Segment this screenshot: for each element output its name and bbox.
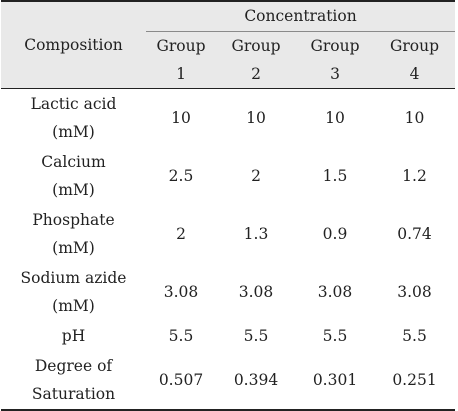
row-label-line1: Phosphate xyxy=(32,211,115,229)
table-row-degree-of-saturation: Degree of Saturation 0.507 0.394 0.301 0… xyxy=(1,351,456,411)
table-cell: 0.9 xyxy=(322,224,348,243)
group-header-3-line2: 3 xyxy=(330,65,340,83)
table-cell: 10 xyxy=(325,108,345,127)
group-header-1-line2: 1 xyxy=(176,65,186,83)
table-cell: 10 xyxy=(171,108,191,127)
table-cell: 3.08 xyxy=(238,282,274,301)
row-label-line1: Calcium xyxy=(41,153,106,171)
group-header-4-line2: 4 xyxy=(409,65,420,83)
table-cell: 5.5 xyxy=(402,326,427,345)
row-label-line2: (mM) xyxy=(52,239,95,257)
group-header-1: Group 1 xyxy=(146,31,216,89)
table-cell: 0.74 xyxy=(397,224,432,243)
table-cell: 3.08 xyxy=(397,282,432,301)
row-label-phosphate: Phosphate (mM) xyxy=(1,205,146,263)
table-cell: 0.507 xyxy=(146,351,216,411)
table-cell: 2 xyxy=(176,224,186,243)
row-label-line2: (mM) xyxy=(52,123,95,141)
table-cell: 3.08 xyxy=(317,282,353,301)
table-cell: 0.394 xyxy=(216,351,296,411)
group-header-3-line1: Group xyxy=(310,37,360,55)
table-row-calcium: Calcium (mM) 2.5 2 1.5 1.2 xyxy=(1,147,455,205)
table-row-phosphate: Phosphate (mM) 2 1.3 0.9 0.74 xyxy=(1,205,455,263)
table-cell: 3.08 xyxy=(163,282,199,301)
row-label-line2: (mM) xyxy=(52,181,95,199)
row-label-sodium-azide: Sodium azide (mM) xyxy=(1,263,146,321)
group-header-4-line1: Group xyxy=(389,37,440,55)
table-cell: 10 xyxy=(246,108,266,127)
table-cell: 0.301 xyxy=(296,351,374,411)
table-cell: 5.5 xyxy=(243,326,269,345)
table-cell: 2.5 xyxy=(168,166,194,185)
composition-header: Composition xyxy=(1,0,146,89)
table-row-sodium-azide: Sodium azide (mM) 3.08 3.08 3.08 3.08 xyxy=(1,263,455,321)
row-label-line1: Degree of xyxy=(34,357,113,375)
group-header-2-line1: Group xyxy=(231,37,281,55)
group-header-2: Group 2 xyxy=(216,31,296,89)
row-label-lactic-acid: Lactic acid (mM) xyxy=(1,89,146,148)
row-label-ph: pH xyxy=(61,326,86,345)
table-cell: 10 xyxy=(404,108,425,127)
concentration-header: Concentration xyxy=(146,0,456,32)
group-header-3: Group 3 xyxy=(296,31,374,89)
group-header-1-line1: Group xyxy=(156,37,206,55)
row-label-line1: Sodium azide xyxy=(20,269,127,287)
row-label-calcium: Calcium (mM) xyxy=(1,147,146,205)
table-row-ph: pH 5.5 5.5 5.5 5.5 xyxy=(1,321,455,351)
table-cell: 1.2 xyxy=(402,166,427,185)
header-row-top: Composition Concentration xyxy=(1,0,456,89)
table-cell: 0.251 xyxy=(374,351,456,411)
table-body: Lactic acid (mM) 10 10 10 10 Calcium (mM… xyxy=(1,89,456,411)
table-cell: 1.3 xyxy=(243,224,269,243)
group-header-4: Group 4 xyxy=(374,31,456,89)
row-label-line2: Saturation xyxy=(31,385,116,403)
header-row-groups: Group 1 Group 2 Group 3 Group 4 xyxy=(1,31,456,89)
table-cell: 5.5 xyxy=(322,326,348,345)
table-cell: 2 xyxy=(251,166,261,185)
table-row-lactic-acid: Lactic acid (mM) 10 10 10 10 xyxy=(1,89,455,148)
group-header-2-line2: 2 xyxy=(251,65,261,83)
table-header: Composition Concentration Group 1 Group … xyxy=(1,0,456,89)
row-label-line1: Lactic acid xyxy=(30,95,117,113)
table-cell: 5.5 xyxy=(168,326,194,345)
row-label-degree-of-saturation: Degree of Saturation xyxy=(1,351,146,411)
table-cell: 1.5 xyxy=(322,166,348,185)
row-label-line2: (mM) xyxy=(52,297,95,315)
